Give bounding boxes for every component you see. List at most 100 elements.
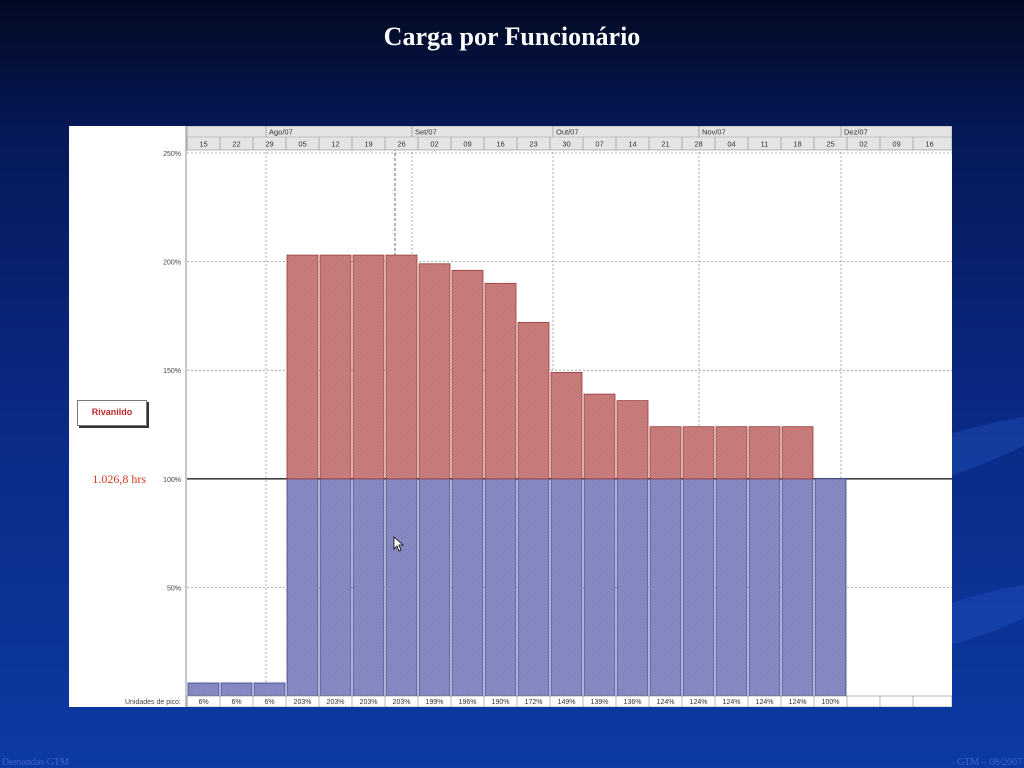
y-tick-label: 100% xyxy=(163,477,181,484)
week-label: 26 xyxy=(397,140,405,149)
week-label: 02 xyxy=(859,140,867,149)
bar-overload xyxy=(748,426,781,480)
bar-overload xyxy=(715,426,748,480)
bar-capacity xyxy=(286,478,319,697)
peak-unit-value: 124% xyxy=(690,699,708,706)
peak-unit-value: 203% xyxy=(360,699,378,706)
peak-unit-value: 139% xyxy=(591,699,609,706)
bar-overload xyxy=(385,254,418,480)
bar-overload xyxy=(616,400,649,480)
peak-unit-value: 190% xyxy=(492,699,510,706)
bar-capacity xyxy=(682,478,715,697)
week-label: 21 xyxy=(661,140,669,149)
week-label: 11 xyxy=(761,140,769,149)
month-label: Set/07 xyxy=(415,128,437,137)
load-chart: Ago/07 Set/07 Out/07 Nov/07 Dez/07 15 22 29 05 12… xyxy=(125,126,952,707)
employee-hours: 1.026,8 hrs xyxy=(92,472,146,486)
bar-capacity xyxy=(550,478,583,697)
week-label: 15 xyxy=(199,140,207,149)
y-tick-label: 50% xyxy=(167,585,181,592)
bar-capacity xyxy=(319,478,352,697)
peak-unit-value: 6% xyxy=(264,699,274,706)
bar-overload xyxy=(550,371,583,480)
week-label: 07 xyxy=(595,140,603,149)
week-label: 29 xyxy=(265,140,273,149)
peak-unit-value: 124% xyxy=(657,699,675,706)
bar-capacity xyxy=(187,682,220,697)
bar-capacity xyxy=(715,478,748,697)
bar-capacity xyxy=(352,478,385,697)
month-label: Ago/07 xyxy=(269,128,293,137)
chart-panel: Ago/07 Set/07 Out/07 Nov/07 Dez/07 15 22 29 05 12… xyxy=(69,126,952,707)
week-label: 22 xyxy=(232,140,240,149)
bar-capacity xyxy=(616,478,649,697)
peak-unit-value: 6% xyxy=(198,699,208,706)
week-label: 28 xyxy=(694,140,702,149)
peak-unit-value: 149% xyxy=(558,699,576,706)
bar-capacity xyxy=(781,478,814,697)
week-label: 19 xyxy=(364,140,372,149)
peak-unit-value: 124% xyxy=(789,699,807,706)
week-label: 09 xyxy=(463,140,471,149)
y-tick-label: 150% xyxy=(163,368,181,375)
bar-capacity xyxy=(649,478,682,697)
week-label: 02 xyxy=(430,140,438,149)
bar-overload xyxy=(649,426,682,480)
week-label: 30 xyxy=(562,140,570,149)
bar-capacity xyxy=(484,478,517,697)
bar-capacity xyxy=(583,478,616,697)
peak-unit-value: 199% xyxy=(426,699,444,706)
bar-capacity xyxy=(418,478,451,697)
week-label: 04 xyxy=(727,140,735,149)
timescale-header xyxy=(186,126,952,151)
week-label: 25 xyxy=(826,140,834,149)
peak-unit-value: 6% xyxy=(231,699,241,706)
bar-overload xyxy=(781,426,814,480)
footer-right-text: GTM – 08/2007 xyxy=(957,757,1022,768)
bar-overload xyxy=(319,254,352,480)
bar-capacity xyxy=(517,478,550,697)
peak-unit-value: 172% xyxy=(525,699,543,706)
week-label: 16 xyxy=(496,140,504,149)
week-label: 14 xyxy=(628,140,636,149)
bar-overload xyxy=(517,322,550,480)
week-label: 12 xyxy=(331,140,339,149)
bar-overload xyxy=(418,263,451,480)
month-label: Dez/07 xyxy=(844,128,868,137)
bar-overload xyxy=(451,269,484,480)
bar-overload xyxy=(682,426,715,480)
week-label: 05 xyxy=(298,140,306,149)
week-label: 18 xyxy=(793,140,801,149)
bar-capacity xyxy=(451,478,484,697)
employee-name-box: Rivanildo xyxy=(77,400,147,426)
footer-left-text: Demandas GTM xyxy=(2,757,69,768)
peak-unit-value: 124% xyxy=(723,699,741,706)
bar-overload xyxy=(286,254,319,480)
bar-overload xyxy=(583,393,616,480)
peak-units-label: Unidades de pico: xyxy=(125,699,181,706)
month-label: Out/07 xyxy=(556,128,579,137)
bar-overload xyxy=(484,282,517,480)
month-label: Nov/07 xyxy=(702,128,726,137)
week-label: 16 xyxy=(925,140,933,149)
bar-capacity xyxy=(253,682,286,697)
y-tick-label: 200% xyxy=(163,260,181,267)
bar-capacity xyxy=(220,682,253,697)
bar-capacity xyxy=(748,478,781,697)
peak-unit-value: 136% xyxy=(624,699,642,706)
mouse-cursor-icon xyxy=(393,536,405,552)
peak-unit-value: 203% xyxy=(327,699,345,706)
week-label: 09 xyxy=(892,140,900,149)
y-tick-label: 250% xyxy=(163,151,181,158)
slide-title: Carga por Funcionário xyxy=(383,22,641,51)
bar-capacity xyxy=(814,478,847,697)
bar-capacity xyxy=(385,478,418,697)
peak-unit-value: 196% xyxy=(459,699,477,706)
week-label: 23 xyxy=(529,140,537,149)
peak-unit-value: 203% xyxy=(393,699,411,706)
bar-overload xyxy=(352,254,385,480)
peak-unit-value: 203% xyxy=(294,699,312,706)
axis-strip xyxy=(185,126,187,707)
peak-unit-value: 100% xyxy=(822,699,840,706)
peak-unit-value: 124% xyxy=(756,699,774,706)
